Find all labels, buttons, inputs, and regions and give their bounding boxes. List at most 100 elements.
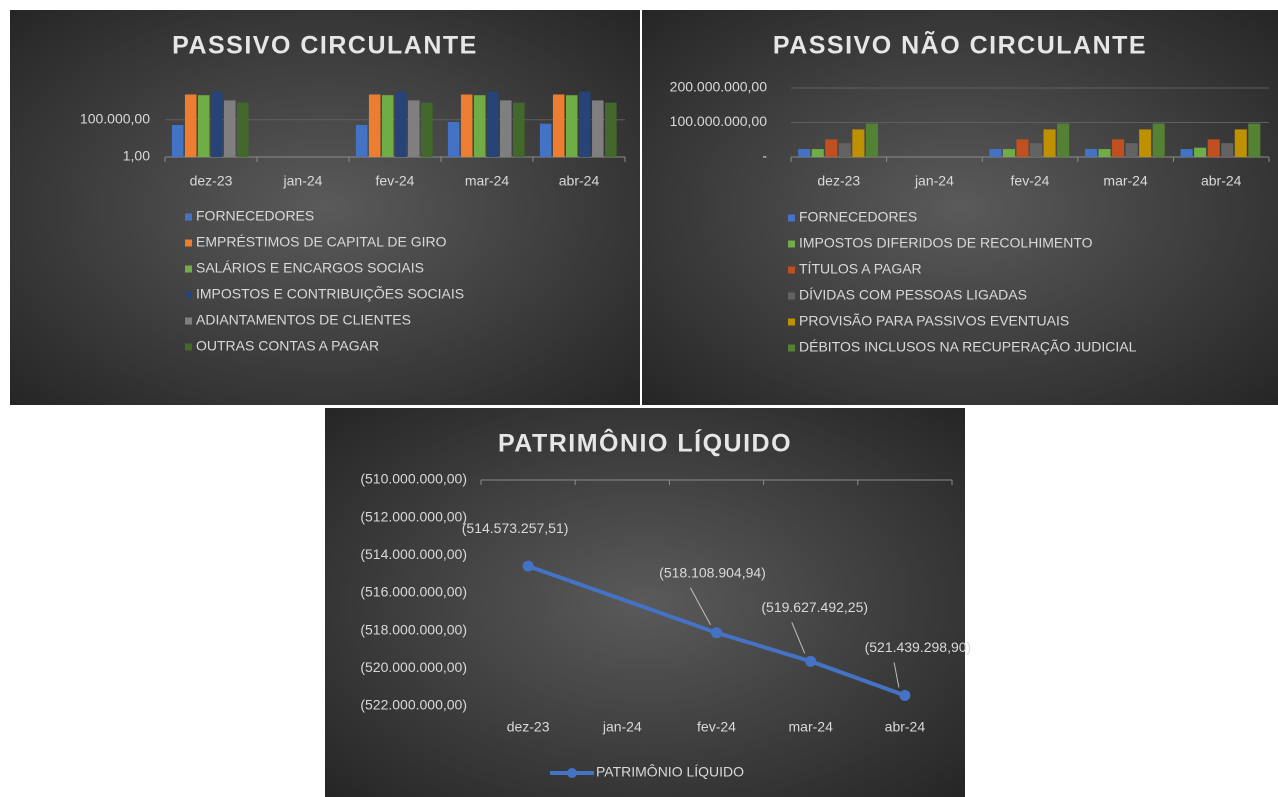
bar <box>1180 149 1193 157</box>
bar <box>381 95 394 157</box>
y-tick-label: (516.000.000,00) <box>360 584 467 600</box>
x-tick-label: fev-24 <box>376 173 415 189</box>
bar <box>838 143 851 157</box>
bar <box>1112 139 1125 157</box>
bar <box>368 94 381 157</box>
data-label: (519.627.492,25) <box>761 599 868 615</box>
legend-swatch <box>185 265 192 273</box>
x-tick-label: dez-23 <box>817 173 860 189</box>
x-tick-label: jan-24 <box>283 173 323 189</box>
x-tick-label: mar-24 <box>465 173 510 189</box>
legend-swatch <box>185 343 192 351</box>
bar <box>798 149 811 157</box>
bar <box>1016 139 1029 157</box>
bar <box>1098 149 1111 157</box>
bar <box>211 91 223 157</box>
chart-background <box>642 10 1278 405</box>
legend-label: IMPOSTOS DIFERIDOS DE RECOLHIMENTO <box>799 235 1093 251</box>
y-tick-label: (522.000.000,00) <box>360 697 467 713</box>
bar <box>1002 149 1015 157</box>
legend-label: OUTRAS CONTAS A PAGAR <box>196 338 379 354</box>
line <box>527 564 906 698</box>
legend-swatch <box>788 318 795 326</box>
bar <box>1194 147 1207 157</box>
bar <box>197 95 210 157</box>
legend-swatch <box>788 214 795 222</box>
bar <box>421 102 433 157</box>
legend-swatch <box>185 291 192 299</box>
legend-swatch <box>185 317 192 325</box>
bar <box>605 102 617 157</box>
bar <box>237 102 249 157</box>
legend-label: DÉBITOS INCLUSOS NA RECUPERAÇÃO JUDICIAL <box>799 339 1137 355</box>
legend-swatch <box>788 344 795 352</box>
marker <box>899 689 911 701</box>
legend-label: EMPRÉSTIMOS DE CAPITAL DE GIRO <box>196 234 447 250</box>
bar <box>579 91 591 157</box>
leader-line <box>893 662 900 688</box>
x-tick-label: mar-24 <box>1103 173 1148 189</box>
x-tick-label: fev-24 <box>697 719 736 735</box>
y-tick-label: 100.000.000,00 <box>670 113 768 129</box>
bar <box>513 102 525 157</box>
legend-label: SALÁRIOS E ENCARGOS SOCIAIS <box>196 260 424 276</box>
legend-label: IMPOSTOS E CONTRIBUIÇÕES SOCIAIS <box>196 286 464 302</box>
bar <box>1084 149 1098 157</box>
y-tick-label: 100.000,00 <box>80 110 150 126</box>
y-tick-label: (514.000.000,00) <box>360 546 467 562</box>
bar <box>224 100 236 157</box>
chart-title: PASSIVO CIRCULANTE <box>172 32 478 60</box>
chart-background <box>325 408 965 797</box>
legend-swatch <box>185 213 192 221</box>
x-tick-label: abr-24 <box>1201 173 1242 189</box>
legend-label: FORNECEDORES <box>799 209 917 225</box>
bar <box>865 123 878 157</box>
bar <box>539 123 552 157</box>
bar <box>825 139 838 157</box>
y-tick-label: (518.000.000,00) <box>360 621 467 637</box>
bar <box>1043 129 1056 157</box>
bar <box>1221 143 1234 157</box>
bar <box>447 122 460 157</box>
bar <box>1207 139 1220 157</box>
legend-swatch <box>788 266 795 274</box>
legend-label: ADIANTAMENTOS DE CLIENTES <box>196 312 411 328</box>
bar <box>487 91 499 157</box>
legend-swatch <box>788 292 795 300</box>
x-tick-label: abr-24 <box>559 173 600 189</box>
bar <box>565 95 578 157</box>
legend-label: FORNECEDORES <box>196 208 314 224</box>
legend-label: PATRIMÔNIO LÍQUIDO <box>596 764 744 780</box>
bar <box>1139 129 1152 157</box>
marker <box>711 627 722 639</box>
x-tick-label: abr-24 <box>885 719 926 735</box>
bar <box>395 91 407 157</box>
bar <box>1057 123 1070 157</box>
bar <box>1030 143 1043 157</box>
marker <box>805 655 817 667</box>
bar <box>1248 123 1261 157</box>
y-tick-label: 1,00 <box>123 148 150 164</box>
bar <box>408 100 420 157</box>
data-label: (521.439.298,90) <box>865 639 972 655</box>
x-tick-label: dez-23 <box>507 719 550 735</box>
bar <box>355 124 368 157</box>
chart-title: PATRIMÔNIO LÍQUIDO <box>498 428 792 458</box>
bar <box>552 94 565 157</box>
bar <box>184 94 197 157</box>
bar <box>171 124 184 157</box>
legend-label: TÍTULOS A PAGAR <box>799 261 922 277</box>
bar <box>1152 123 1165 157</box>
y-tick-label: (520.000.000,00) <box>360 659 467 675</box>
bar <box>811 149 824 157</box>
bar <box>500 100 512 157</box>
data-label: (514.573.257,51) <box>462 520 569 536</box>
legend-label: PROVISÃO PARA PASSIVOS EVENTUAIS <box>799 313 1069 329</box>
bar <box>460 94 473 157</box>
x-tick-label: dez-23 <box>190 173 233 189</box>
leader-line <box>689 587 711 625</box>
x-tick-label: jan-24 <box>602 719 642 735</box>
data-label: (518.108.904,94) <box>659 564 766 580</box>
bar <box>473 95 486 157</box>
